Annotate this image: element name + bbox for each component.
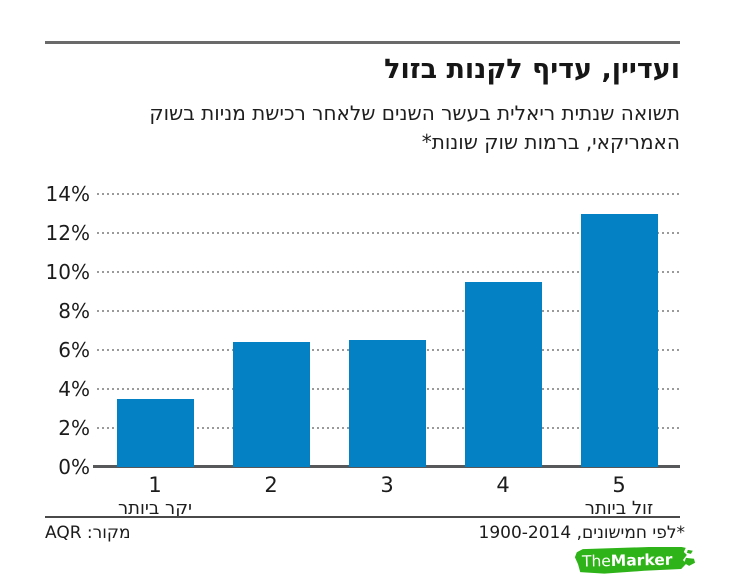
top-rule [45,41,680,44]
chart-subtitle: תשואה שנתית ריאלית בעשר השנים שלאחר רכיש… [149,99,680,157]
x-tick-label: 3 [380,473,394,497]
x-tick-label: 5 [612,473,626,497]
footer-rule [45,516,680,518]
x-tick-label: 1 [148,473,162,497]
bar-quintile-2 [232,342,310,467]
source-credit: מקור: AQR [45,523,131,543]
x-category-1: 1 יקר ביותר [97,472,213,520]
x-tick-sublabel: יקר ביותר [117,498,192,519]
x-category-5: 5 זול ביותר [561,472,677,520]
x-tick-label: 2 [264,473,278,497]
subtitle-line-2: האמריקאי, ברמות שוק שונות* [421,130,680,154]
bar-quintile-1 [116,398,194,467]
bar-quintile-4 [464,281,542,467]
y-tick-label: 0% [58,455,90,479]
y-axis-labels: 0% 2% 4% 6% 8% 10% 12% 14% [34,182,90,479]
x-tick-sublabel: זול ביותר [584,498,654,519]
y-tick-label: 14% [45,182,90,206]
gridline-14 [97,193,680,195]
themarker-logo-graphic: TheMarker [574,546,696,574]
gridline-8 [97,310,680,312]
bar-quintile-3 [348,340,426,467]
y-tick-label: 10% [45,260,90,284]
svg-text:TheMarker: TheMarker [581,551,673,571]
subtitle-line-1: תשואה שנתית ריאלית בעשר השנים שלאחר רכיש… [149,101,680,125]
x-category-3: 3 [329,472,445,498]
y-tick-label: 12% [45,221,90,245]
y-tick-label: 8% [58,299,90,323]
y-tick-label: 2% [58,416,90,440]
gridline-12 [97,232,680,234]
themarker-logo: TheMarker [574,546,696,574]
bar-quintile-5 [580,213,658,467]
footnote: *לפי חמישונים, 1900-2014 [478,523,685,543]
bar-chart-plot-area [93,193,680,468]
x-category-4: 4 [445,472,561,498]
gridline-10 [97,271,680,273]
x-tick-label: 4 [496,473,510,497]
x-category-2: 2 [213,472,329,498]
chart-title: ועדיין, עדיף לקנות בזול [384,54,680,85]
y-tick-label: 4% [58,377,90,401]
y-tick-label: 6% [58,338,90,362]
